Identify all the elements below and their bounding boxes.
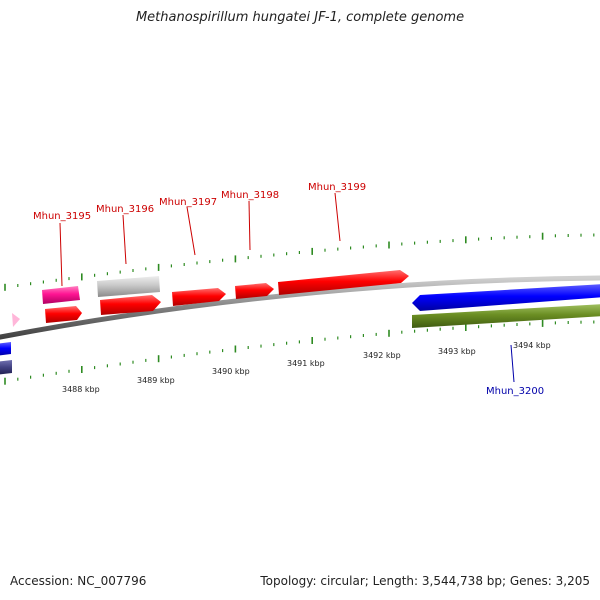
accession-text: Accession: NC_007796 — [10, 574, 147, 588]
tick-label-3490: 3490 kbp — [212, 367, 250, 376]
gene-arrow-mhun-3200[interactable] — [412, 284, 600, 311]
gene-arrow-mhun-3197[interactable] — [172, 288, 226, 306]
leader-mhun-3196 — [122, 214, 127, 265]
gene-label-mhun-3200[interactable]: Mhun_3200 — [486, 386, 544, 397]
leader-mhun-3200 — [510, 344, 515, 383]
gene-label-mhun-3195[interactable]: Mhun_3195 — [33, 211, 91, 222]
leader-mhun-3199 — [334, 192, 341, 242]
feature-pink-arrow[interactable] — [42, 286, 80, 304]
gene-label-mhun-3196[interactable]: Mhun_3196 — [96, 204, 154, 215]
gene-label-mhun-3198[interactable]: Mhun_3198 — [221, 190, 279, 201]
tick-label-3491: 3491 kbp — [287, 359, 325, 368]
gene-arrow-mhun-3195[interactable] — [45, 306, 82, 323]
feature-navy-stub[interactable] — [0, 360, 12, 375]
gene-arrow-mhun-3198[interactable] — [235, 283, 274, 299]
reverse-ruler — [4, 319, 595, 385]
leader-mhun-3195 — [59, 222, 63, 287]
tick-label-3493: 3493 kbp — [438, 347, 476, 356]
tick-label-3494: 3494 kbp — [513, 341, 551, 350]
feature-gray-box[interactable] — [97, 276, 160, 297]
gene-arrow-mhun-3199[interactable] — [278, 270, 409, 295]
gene-arrow-mhun-3196[interactable] — [100, 295, 161, 315]
gene-label-mhun-3197[interactable]: Mhun_3197 — [159, 197, 217, 208]
forward-ruler — [4, 232, 595, 291]
topology-text: Topology: circular; Length: 3,544,738 bp… — [260, 574, 590, 588]
feature-pink-marker[interactable] — [12, 313, 20, 327]
leader-mhun-3198 — [248, 200, 251, 251]
genome-backbone — [0, 275, 600, 340]
tick-label-3488: 3488 kbp — [62, 385, 100, 394]
gene-label-mhun-3199[interactable]: Mhun_3199 — [308, 182, 366, 193]
feature-blue-stub[interactable] — [0, 342, 11, 356]
feature-olive-bar[interactable] — [412, 304, 600, 328]
tick-label-3492: 3492 kbp — [363, 351, 401, 360]
tick-label-3489: 3489 kbp — [137, 376, 175, 385]
genome-title: Methanospirillum hungatei JF-1, complete… — [135, 10, 465, 25]
leader-mhun-3197 — [186, 206, 196, 256]
